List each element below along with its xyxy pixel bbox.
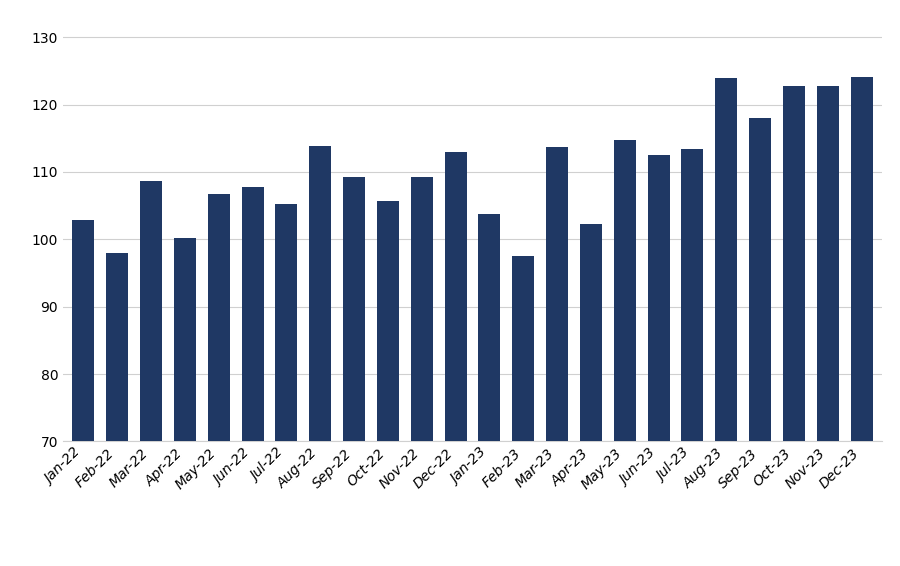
Bar <box>72 221 94 441</box>
Bar <box>749 118 771 441</box>
Bar <box>410 177 433 441</box>
Bar <box>716 78 737 441</box>
Bar <box>546 147 568 441</box>
Bar <box>445 152 466 441</box>
Bar <box>106 253 128 441</box>
Bar <box>648 155 670 441</box>
Bar <box>479 214 500 441</box>
Bar <box>580 224 602 441</box>
Bar <box>241 187 264 441</box>
Bar <box>310 147 331 441</box>
Bar <box>174 238 196 441</box>
Bar <box>377 201 399 441</box>
Bar <box>512 256 535 441</box>
Bar <box>343 177 365 441</box>
Bar <box>275 204 297 441</box>
Bar <box>817 85 839 441</box>
Bar <box>140 181 162 441</box>
Bar <box>681 149 704 441</box>
Bar <box>850 77 873 441</box>
Bar <box>208 194 230 441</box>
Bar <box>783 85 805 441</box>
Bar <box>614 140 635 441</box>
